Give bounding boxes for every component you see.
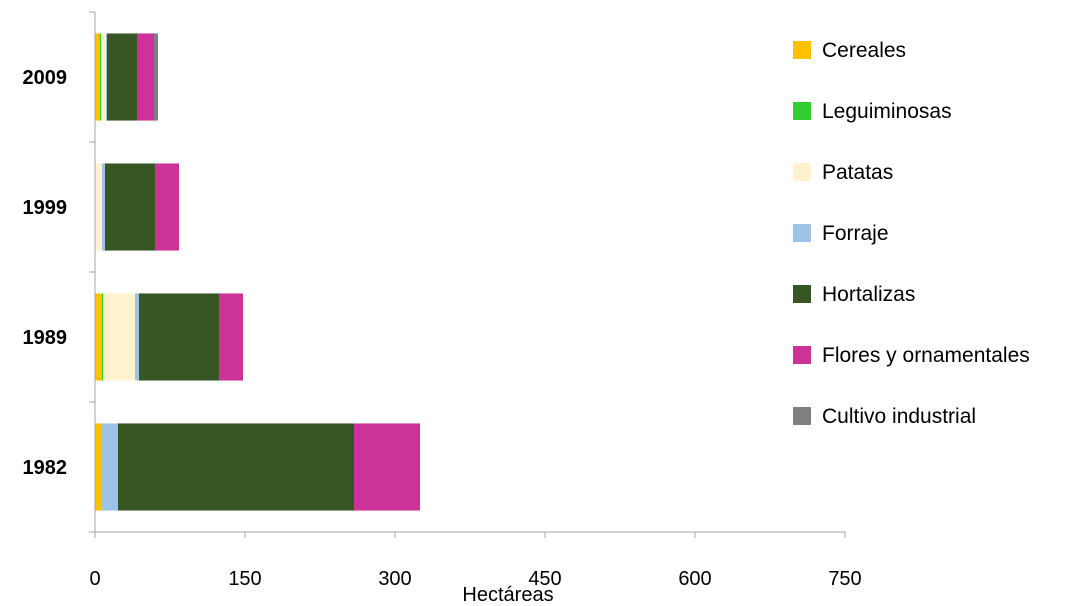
bar-1989-cereales — [95, 293, 102, 381]
x-tick-label-300: 300 — [378, 568, 411, 590]
legend-swatch-hortalizas — [793, 285, 811, 303]
bar-1982-hortalizas — [118, 423, 354, 511]
legend-swatch-cultivo-industrial — [793, 407, 811, 425]
x-tick-label-0: 0 — [89, 568, 100, 590]
legend-label-hortalizas: Hortalizas — [822, 283, 915, 306]
legend-swatch-cereales — [793, 41, 811, 59]
bar-2009-patatas — [101, 33, 106, 121]
legend-label-leguiminosas: Leguiminosas — [822, 100, 952, 123]
bar-1982-cereales — [95, 423, 102, 511]
x-tick-label-150: 150 — [228, 568, 261, 590]
legend-label-forraje: Forraje — [822, 222, 889, 245]
legend-label-cultivo-industrial: Cultivo industrial — [822, 405, 976, 428]
bar-2009-flores-y-ornamentales — [137, 33, 154, 121]
labels-layer: 2009 1999 1989 1982 0 150 300 450 600 750 — [23, 67, 862, 590]
category-label-1982: 1982 — [23, 457, 68, 479]
axes-layer — [89, 11, 846, 538]
bar-2009-forraje — [106, 33, 107, 121]
bar-1989-flores-y-ornamentales — [219, 293, 243, 381]
x-tick-label-450: 450 — [528, 568, 561, 590]
legend-swatch-patatas — [793, 163, 811, 181]
category-label-2009: 2009 — [23, 67, 68, 89]
bar-2009-cultivo-industrial — [154, 33, 158, 121]
bar-1989-forraje — [135, 293, 139, 381]
bars-layer — [95, 33, 420, 511]
legend: Cereales Leguiminosas Patatas Forraje Hortal… — [793, 39, 1030, 428]
bar-1999-hortalizas — [105, 163, 155, 251]
bar-1999-flores-y-ornamentales — [155, 163, 179, 251]
category-label-1989: 1989 — [23, 327, 68, 349]
bar-1989-hortalizas — [139, 293, 219, 381]
category-label-1999: 1999 — [23, 197, 68, 219]
legend-label-patatas: Patatas — [822, 161, 893, 184]
bar-1999-forraje — [102, 163, 105, 251]
legend-swatch-flores-y-ornamentales — [793, 346, 811, 364]
bar-2009-hortalizas — [107, 33, 137, 121]
bar-1989-patatas — [103, 293, 135, 381]
legend-swatch-leguiminosas — [793, 102, 811, 120]
legend-label-flores-y-ornamentales: Flores y ornamentales — [822, 344, 1030, 367]
bar-1999-patatas — [95, 163, 102, 251]
bar-1982-forraje — [102, 423, 118, 511]
bar-2009-leguiminosas — [100, 33, 101, 121]
x-axis-title: Hectáreas — [462, 584, 553, 606]
bar-1989-leguiminosas — [102, 293, 103, 381]
legend-swatch-forraje — [793, 224, 811, 242]
x-tick-label-600: 600 — [678, 568, 711, 590]
bar-2009-cereales — [95, 33, 100, 121]
legend-label-cereales: Cereales — [822, 39, 906, 62]
bar-1982-flores-y-ornamentales — [354, 423, 420, 511]
x-tick-label-750: 750 — [828, 568, 861, 590]
